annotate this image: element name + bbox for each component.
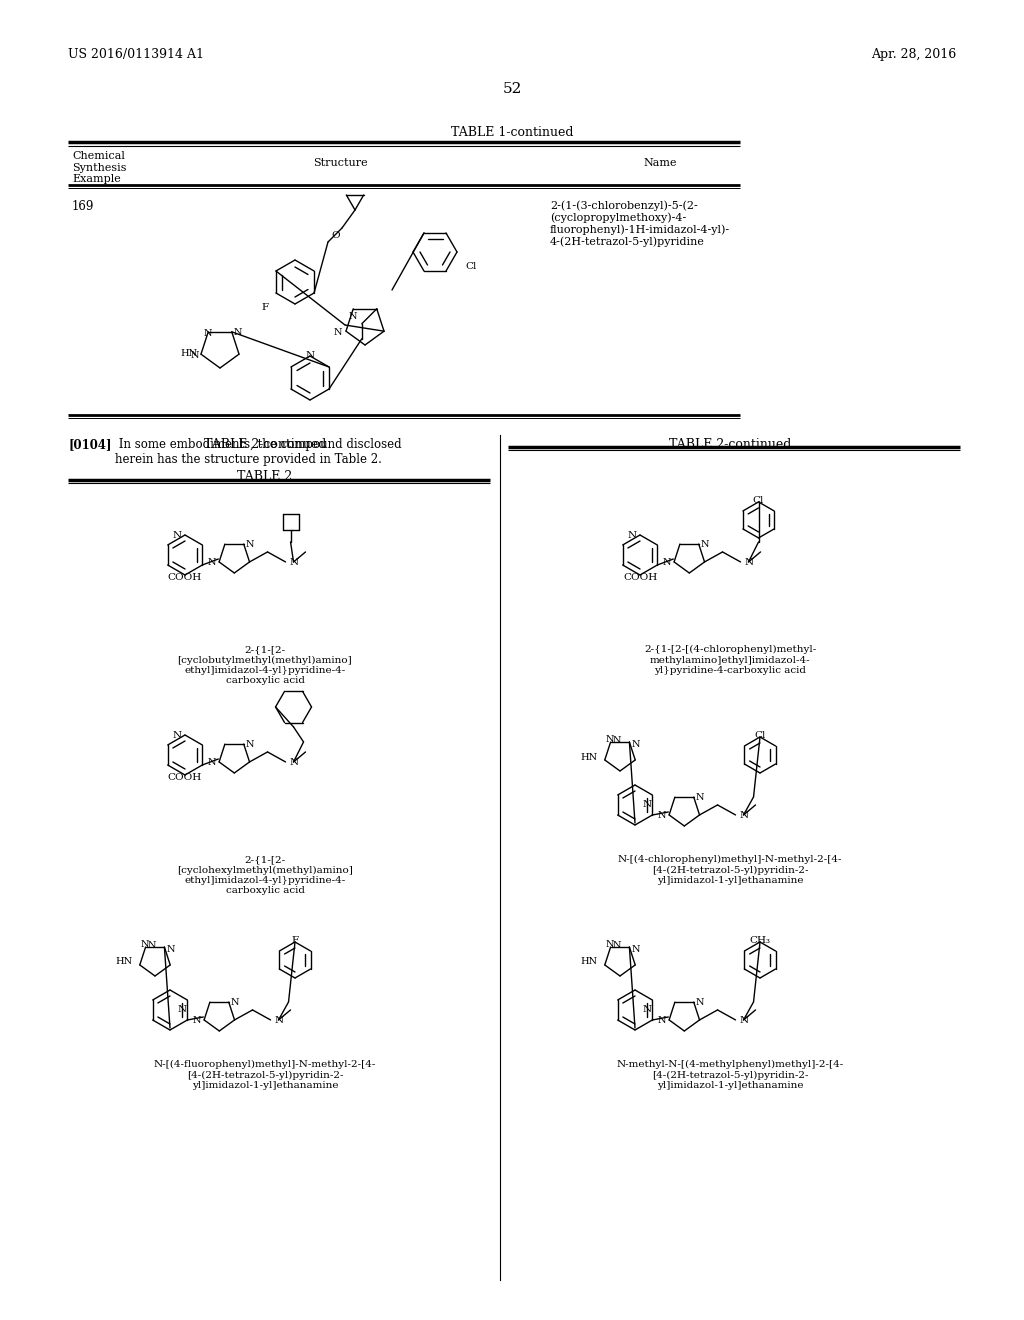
Text: N: N bbox=[612, 941, 622, 949]
Text: Chemical
Synthesis
Example: Chemical Synthesis Example bbox=[72, 150, 127, 185]
Text: COOH: COOH bbox=[168, 774, 202, 781]
Text: N: N bbox=[173, 531, 182, 540]
Text: TABLE 2-continued: TABLE 2-continued bbox=[204, 438, 327, 451]
Text: N-[(4-fluorophenyl)methyl]-N-methyl-2-[4-
[4-(2H-tetrazol-5-yl)pyridin-2-
yl]imi: N-[(4-fluorophenyl)methyl]-N-methyl-2-[4… bbox=[154, 1060, 376, 1090]
Text: N: N bbox=[663, 558, 671, 568]
Text: N: N bbox=[193, 1016, 201, 1026]
Text: Cl: Cl bbox=[465, 261, 476, 271]
Text: O: O bbox=[332, 231, 340, 239]
Text: N: N bbox=[744, 558, 754, 568]
Text: N: N bbox=[643, 1005, 652, 1014]
Text: Structure: Structure bbox=[312, 158, 368, 168]
Text: Cl: Cl bbox=[753, 496, 764, 506]
Text: N: N bbox=[290, 759, 299, 767]
Text: 2-{1-[2-[(4-chlorophenyl)methyl-
methylamino]ethyl]imidazol-4-
yl}pyridine-4-car: 2-{1-[2-[(4-chlorophenyl)methyl- methyla… bbox=[644, 645, 816, 675]
Text: N: N bbox=[334, 327, 342, 337]
Text: N: N bbox=[246, 540, 254, 549]
Text: N: N bbox=[739, 812, 749, 821]
Text: F: F bbox=[292, 936, 299, 945]
Text: N: N bbox=[173, 731, 182, 741]
Text: N: N bbox=[657, 812, 666, 821]
Text: N: N bbox=[233, 329, 243, 338]
Text: HN: HN bbox=[116, 957, 133, 966]
Text: US 2016/0113914 A1: US 2016/0113914 A1 bbox=[68, 48, 204, 61]
Text: N: N bbox=[208, 759, 216, 767]
Text: N: N bbox=[632, 945, 640, 953]
Text: N: N bbox=[628, 531, 637, 540]
Text: 2-{1-[2-
[cyclobutylmethyl(methyl)amino]
ethyl]imidazol-4-yl}pyridine-4-
carboxy: 2-{1-[2- [cyclobutylmethyl(methyl)amino]… bbox=[177, 645, 352, 685]
Text: N: N bbox=[178, 1005, 187, 1014]
Text: N: N bbox=[274, 1016, 284, 1026]
Text: N: N bbox=[612, 735, 622, 744]
Text: Name: Name bbox=[643, 158, 677, 168]
Text: N-methyl-N-[(4-methylphenyl)methyl]-2-[4-
[4-(2H-tetrazol-5-yl)pyridin-2-
yl]imi: N-methyl-N-[(4-methylphenyl)methyl]-2-[4… bbox=[616, 1060, 844, 1090]
Text: TABLE 1-continued: TABLE 1-continued bbox=[451, 125, 573, 139]
Text: N: N bbox=[305, 351, 314, 360]
Text: N: N bbox=[643, 800, 652, 809]
Text: 2-(1-(3-chlorobenzyl)-5-(2-
(cyclopropylmethoxy)-4-
fluorophenyl)-1H-imidazol-4-: 2-(1-(3-chlorobenzyl)-5-(2- (cyclopropyl… bbox=[550, 201, 730, 247]
Text: N: N bbox=[290, 558, 299, 568]
Text: N: N bbox=[605, 940, 614, 949]
Text: N: N bbox=[605, 735, 614, 744]
Text: TABLE 2: TABLE 2 bbox=[238, 470, 293, 483]
Text: N: N bbox=[246, 739, 254, 748]
Text: TABLE 2-continued: TABLE 2-continued bbox=[669, 438, 792, 451]
Text: F: F bbox=[262, 302, 269, 312]
Text: Apr. 28, 2016: Apr. 28, 2016 bbox=[870, 48, 956, 61]
Text: N: N bbox=[700, 540, 710, 549]
Text: [0104]: [0104] bbox=[68, 438, 112, 451]
Text: In some embodiments, the compound disclosed
herein has the structure provided in: In some embodiments, the compound disclo… bbox=[115, 438, 401, 466]
Text: CH₃: CH₃ bbox=[750, 936, 770, 945]
Text: N: N bbox=[632, 739, 640, 748]
Text: 169: 169 bbox=[72, 201, 94, 213]
Text: N: N bbox=[204, 329, 213, 338]
Text: N: N bbox=[695, 792, 705, 801]
Text: N: N bbox=[657, 1016, 666, 1026]
Text: COOH: COOH bbox=[623, 573, 657, 582]
Text: 2-{1-[2-
[cyclohexylmethyl(methyl)amino]
ethyl]imidazol-4-yl}pyridine-4-
carboxy: 2-{1-[2- [cyclohexylmethyl(methyl)amino]… bbox=[177, 855, 353, 895]
Text: N: N bbox=[230, 998, 240, 1007]
Text: HN: HN bbox=[581, 752, 598, 762]
Text: N: N bbox=[147, 941, 156, 949]
Text: N: N bbox=[190, 351, 199, 359]
Text: Cl: Cl bbox=[755, 731, 766, 741]
Text: N: N bbox=[349, 312, 357, 321]
Text: COOH: COOH bbox=[168, 573, 202, 582]
Text: N: N bbox=[167, 945, 175, 953]
Text: 52: 52 bbox=[503, 82, 521, 96]
Text: N: N bbox=[208, 558, 216, 568]
Text: N: N bbox=[695, 998, 705, 1007]
Text: N-[(4-chlorophenyl)methyl]-N-methyl-2-[4-
[4-(2H-tetrazol-5-yl)pyridin-2-
yl]imi: N-[(4-chlorophenyl)methyl]-N-methyl-2-[4… bbox=[617, 855, 843, 886]
Text: N: N bbox=[140, 940, 150, 949]
Text: N: N bbox=[739, 1016, 749, 1026]
Text: HN: HN bbox=[581, 957, 598, 966]
Text: HN: HN bbox=[181, 348, 198, 358]
